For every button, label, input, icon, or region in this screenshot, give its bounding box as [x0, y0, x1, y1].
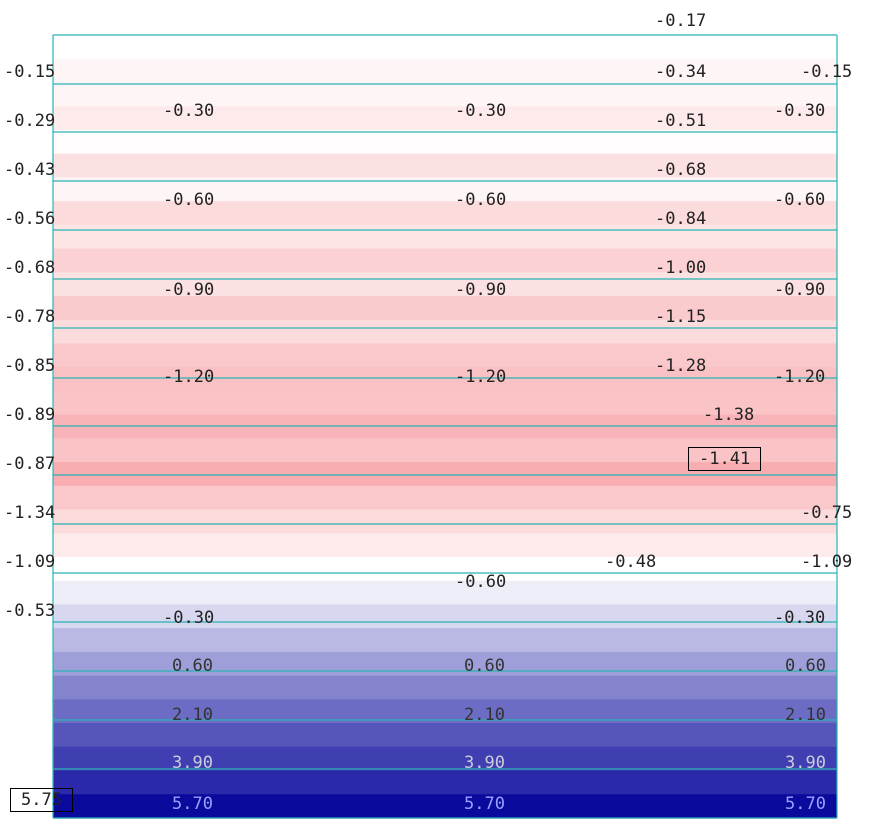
- cell-label: -1.20: [774, 367, 826, 387]
- band: [53, 746, 837, 772]
- band: [53, 201, 837, 226]
- column-label: -1.15: [655, 307, 707, 327]
- cell-label: -0.30: [455, 101, 507, 121]
- column-label: -1.00: [655, 258, 707, 278]
- band: [53, 770, 837, 795]
- left-label: -0.78: [4, 307, 56, 327]
- band: [53, 367, 837, 392]
- cell-label: 5.70: [172, 794, 213, 814]
- band: [53, 106, 837, 131]
- band: [53, 557, 837, 582]
- band: [53, 248, 837, 273]
- band: [53, 462, 837, 487]
- band: [53, 343, 837, 368]
- column-label: -0.68: [655, 160, 707, 180]
- cell-label: 2.10: [464, 705, 505, 725]
- cell-label: 0.60: [464, 656, 505, 676]
- cell-label: -0.30: [774, 101, 826, 121]
- cell-label: -0.90: [163, 280, 215, 300]
- left-label: -1.09: [4, 552, 56, 572]
- cell-label: -1.20: [455, 367, 507, 387]
- cell-label: -0.90: [455, 280, 507, 300]
- band: [53, 438, 837, 463]
- column-label: -0.51: [655, 111, 707, 131]
- cell-label: -0.60: [163, 190, 215, 210]
- left-label: -0.56: [4, 209, 56, 229]
- left-label: -0.29: [4, 111, 56, 131]
- band: [53, 628, 837, 653]
- band: [53, 509, 837, 534]
- cell-label: 3.90: [785, 753, 826, 773]
- band: [53, 414, 837, 439]
- right-label: -0.75: [801, 503, 853, 523]
- band: [53, 296, 837, 321]
- cell-label: 5.70: [464, 794, 505, 814]
- left-label: -0.89: [4, 405, 56, 425]
- cell-label: 2.10: [172, 705, 213, 725]
- left-label: -0.87: [4, 454, 56, 474]
- band: [53, 794, 837, 819]
- column-label: -1.28: [655, 356, 707, 376]
- cell-label: -0.60: [455, 572, 507, 592]
- left-label: -0.15: [4, 62, 56, 82]
- cell-label: -0.60: [774, 190, 826, 210]
- left-label: -0.43: [4, 160, 56, 180]
- cell-label: -0.60: [455, 190, 507, 210]
- band: [53, 224, 837, 250]
- band: [53, 58, 837, 84]
- band: [53, 580, 837, 606]
- left-label: -0.53: [4, 601, 56, 621]
- band: [53, 723, 837, 748]
- cell-label: 5.70: [785, 794, 826, 814]
- left-label: -1.34: [4, 503, 56, 523]
- cell-label: 0.60: [172, 656, 213, 676]
- band: [53, 153, 837, 178]
- cell-label: -0.30: [163, 608, 215, 628]
- cell-label: 2.10: [785, 705, 826, 725]
- band: [53, 129, 837, 155]
- band: [53, 533, 837, 558]
- band: [53, 675, 837, 700]
- band: [53, 35, 837, 60]
- band: [53, 604, 837, 629]
- cell-label: -0.30: [163, 101, 215, 121]
- highlighted-value-label: -1.41: [688, 447, 762, 471]
- left-label: -0.68: [4, 258, 56, 278]
- column-label: -0.17: [655, 11, 707, 31]
- column-label: -0.34: [655, 62, 707, 82]
- cell-label: -0.90: [774, 280, 826, 300]
- column-label: -0.84: [655, 209, 707, 229]
- right-label: -0.30: [774, 608, 826, 628]
- cell-label: 0.60: [785, 656, 826, 676]
- band: [53, 82, 837, 107]
- cell-label: 3.90: [464, 753, 505, 773]
- right-label: -0.15: [801, 62, 853, 82]
- cell-label: -0.48: [605, 552, 657, 572]
- band: [53, 272, 837, 297]
- band: [53, 319, 837, 345]
- column-label: -1.38: [703, 405, 755, 425]
- right-label: -1.09: [801, 552, 853, 572]
- left-label: -0.85: [4, 356, 56, 376]
- band: [53, 390, 837, 416]
- band: [53, 651, 837, 677]
- band: [53, 485, 837, 511]
- cell-label: -1.20: [163, 367, 215, 387]
- corner-value-label: 5.75: [10, 788, 73, 812]
- cell-label: 3.90: [172, 753, 213, 773]
